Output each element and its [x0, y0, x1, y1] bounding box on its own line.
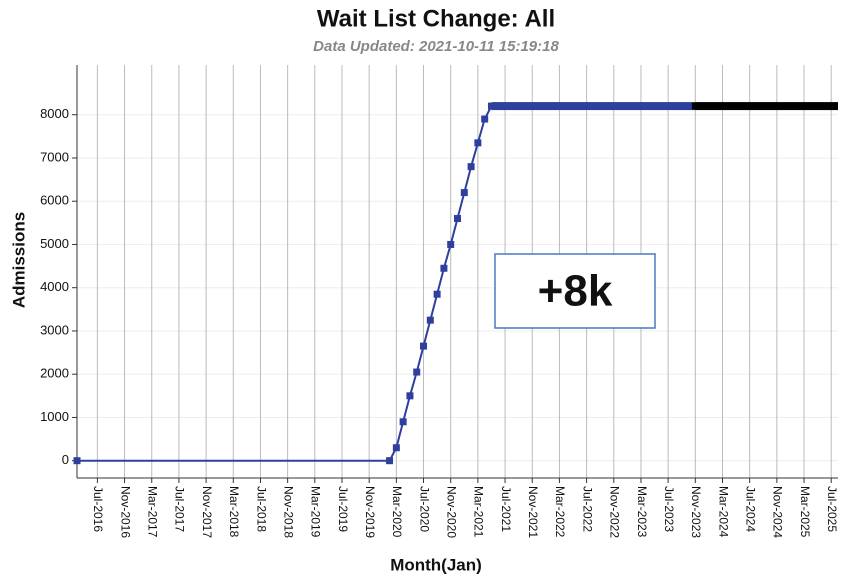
flat-segment — [491, 102, 696, 111]
marker — [426, 316, 434, 324]
marker — [420, 342, 428, 350]
x-tick-label: Mar-2024 — [716, 486, 730, 538]
x-tick-label: Jul-2024 — [743, 486, 757, 532]
y-tick-label: 8000 — [40, 106, 69, 121]
marker — [73, 457, 81, 465]
marker — [433, 290, 441, 298]
x-tick-label: Nov-2022 — [608, 486, 622, 538]
x-tick-label: Jul-2017 — [173, 486, 187, 532]
x-tick-label: Mar-2018 — [227, 486, 241, 538]
marker — [474, 139, 482, 147]
y-tick-label: 5000 — [40, 236, 69, 251]
x-tick-label: Mar-2017 — [146, 486, 160, 538]
x-tick-label: Nov-2024 — [771, 486, 785, 538]
x-tick-label: Jul-2019 — [336, 486, 350, 532]
x-tick-label: Jul-2018 — [254, 486, 268, 532]
x-tick-label: Mar-2019 — [309, 486, 323, 538]
x-tick-label: Nov-2018 — [281, 486, 295, 538]
y-tick-label: 2000 — [40, 366, 69, 381]
y-tick-label: 7000 — [40, 149, 69, 164]
x-tick-label: Jul-2023 — [662, 486, 676, 532]
marker — [481, 115, 489, 123]
marker — [406, 392, 414, 400]
y-axis-label: Admissions — [9, 212, 28, 308]
marker — [467, 163, 475, 171]
x-tick-label: Mar-2023 — [635, 486, 649, 538]
x-tick-label: Nov-2016 — [118, 486, 132, 538]
series-line — [77, 105, 696, 462]
annotation-box — [494, 253, 656, 329]
x-tick-label: Jul-2021 — [499, 486, 513, 532]
y-tick-label: 4000 — [40, 279, 69, 294]
marker — [460, 189, 468, 197]
x-tick-label: Nov-2023 — [689, 486, 703, 538]
marker — [440, 264, 448, 272]
x-tick-label: Mar-2022 — [553, 486, 567, 538]
x-tick-label: Jul-2022 — [580, 486, 594, 532]
marker — [413, 368, 421, 376]
marker — [399, 418, 407, 426]
x-tick-label: Nov-2019 — [363, 486, 377, 538]
x-tick-label: Nov-2017 — [200, 486, 214, 538]
annotation: +8k — [538, 267, 613, 316]
marker — [454, 215, 461, 223]
chart-title: Wait List Change: All — [317, 5, 555, 32]
plot-area — [77, 65, 838, 478]
x-tick-label: Jul-2025 — [825, 486, 839, 532]
y-tick-label: 6000 — [40, 193, 69, 208]
y-tick-label: 1000 — [40, 409, 69, 424]
x-tick-label: Nov-2021 — [526, 486, 540, 538]
y-tick-label: 3000 — [40, 322, 69, 337]
x-axis-label: Month(Jan) — [390, 555, 482, 574]
flat-segment — [695, 102, 838, 111]
chart-subtitle: Data Updated: 2021-10-11 15:19:18 — [313, 38, 559, 55]
marker — [447, 240, 455, 248]
x-tick-label: Mar-2020 — [390, 486, 404, 538]
marker — [386, 457, 394, 465]
x-tick-label: Nov-2020 — [445, 486, 459, 538]
y-tick-label: 0 — [62, 452, 69, 467]
x-tick-label: Mar-2025 — [798, 486, 812, 538]
x-tick-label: Jul-2020 — [417, 486, 431, 532]
marker — [392, 444, 400, 452]
x-tick-label: Jul-2016 — [91, 486, 105, 532]
x-tick-label: Mar-2021 — [472, 486, 486, 538]
